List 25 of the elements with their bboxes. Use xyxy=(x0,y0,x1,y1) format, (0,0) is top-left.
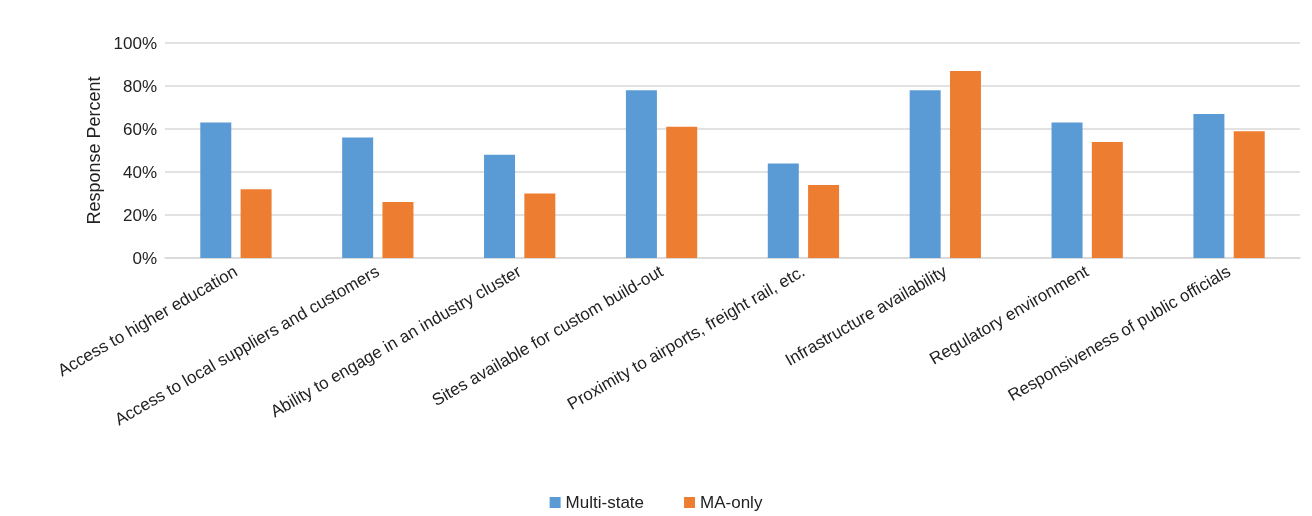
bar xyxy=(240,189,272,258)
legend-label: Multi-state xyxy=(565,493,645,512)
bar xyxy=(767,163,799,258)
bar xyxy=(949,70,981,258)
bar xyxy=(524,193,556,258)
bar xyxy=(909,90,941,258)
bar xyxy=(382,202,414,258)
bar xyxy=(1193,113,1225,258)
bar xyxy=(484,154,516,258)
y-axis-title: Response Percent xyxy=(83,76,104,225)
bar xyxy=(808,184,840,258)
y-tick-label: 40% xyxy=(122,162,157,182)
y-tick-label: 60% xyxy=(122,119,157,139)
legend-label: MA-only xyxy=(700,493,763,512)
bar xyxy=(200,122,232,258)
y-tick-label: 100% xyxy=(113,33,157,53)
bar xyxy=(666,126,698,258)
bar xyxy=(1233,131,1265,258)
y-tick-label: 80% xyxy=(122,76,157,96)
bar xyxy=(1091,141,1123,258)
bar xyxy=(1051,122,1083,258)
bar xyxy=(342,137,374,258)
bar xyxy=(625,90,657,258)
y-tick-label: 20% xyxy=(122,205,157,225)
y-tick-label: 0% xyxy=(132,248,157,268)
